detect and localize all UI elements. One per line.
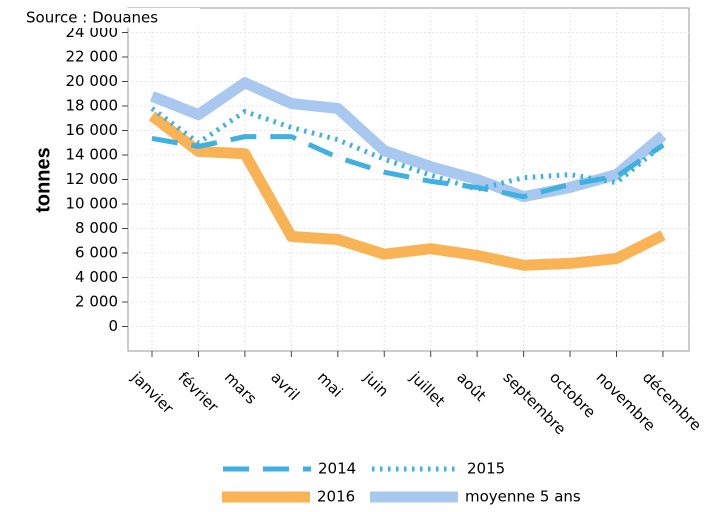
x-tick-label: janvier — [127, 368, 177, 418]
x-tick-label: mars — [221, 368, 261, 408]
series-line — [150, 106, 665, 192]
y-tick-label: 2 000 — [75, 293, 118, 311]
y-tick-label: 16 000 — [66, 121, 119, 139]
series-line — [148, 111, 666, 271]
y-tick-label: 6 000 — [75, 244, 118, 262]
y-tick-label: 12 000 — [66, 170, 119, 188]
x-tick-label: février — [174, 368, 222, 416]
x-tick-label: août — [453, 368, 490, 405]
legend-label: 2016 — [317, 488, 355, 506]
y-tick-label: 10 000 — [66, 195, 119, 213]
x-tick-label: juillet — [406, 368, 449, 411]
y-tick-label: 14 000 — [66, 146, 119, 164]
legend-label: moyenne 5 ans — [465, 488, 581, 506]
y-tick-label: 22 000 — [66, 48, 119, 66]
source-note: Source : Douanes — [26, 9, 158, 27]
y-tick-label: 4 000 — [75, 268, 118, 286]
y-tick-label: 0 — [108, 317, 118, 335]
series-line — [149, 77, 667, 203]
y-axis-label: tonnes — [32, 147, 54, 213]
y-tick-label: 8 000 — [75, 219, 118, 237]
x-tick-label: mai — [314, 368, 347, 401]
y-tick-label: 20 000 — [66, 72, 119, 90]
y-tick-label: 18 000 — [66, 97, 119, 115]
x-tick-label: juin — [360, 368, 393, 401]
series-line — [151, 134, 665, 200]
x-tick-label: avril — [267, 368, 303, 404]
legend-label: 2015 — [467, 460, 505, 478]
source-background — [20, 8, 200, 28]
legend-label: 2014 — [318, 460, 356, 478]
